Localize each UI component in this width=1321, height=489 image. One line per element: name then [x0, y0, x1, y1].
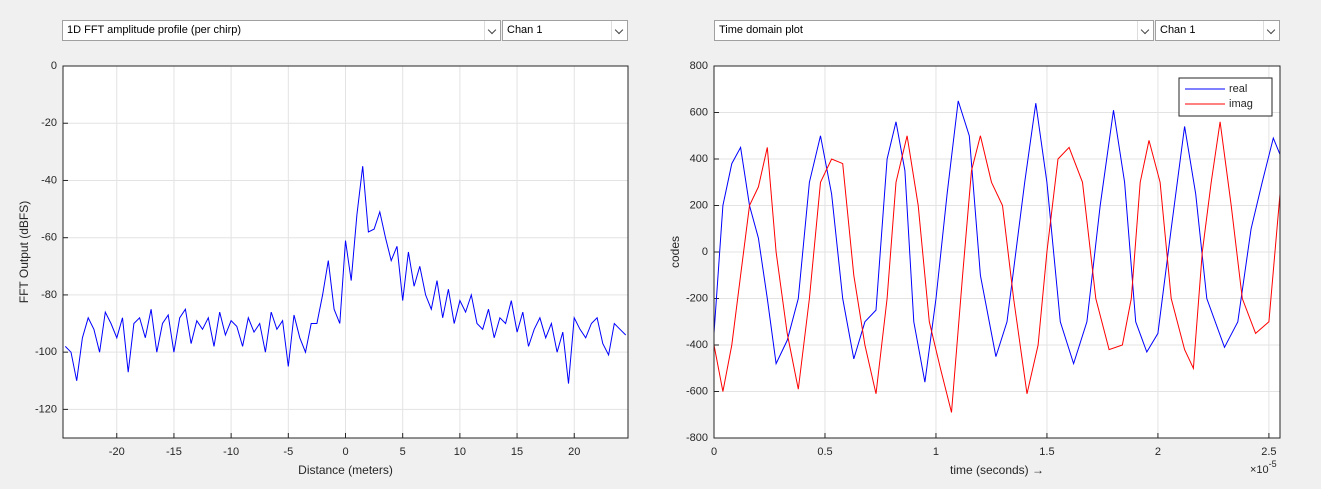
channel-dropdown[interactable]: Chan 1 — [1155, 20, 1280, 41]
dropdown-text: Chan 1 — [507, 24, 543, 36]
y-tick-label: -120 — [35, 403, 57, 415]
dropdown-text: Time domain plot — [719, 24, 803, 36]
dropdown-text: 1D FFT amplitude profile (per chirp) — [67, 24, 242, 36]
x-tick-label: 0 — [342, 446, 348, 458]
x-tick-label: 0.5 — [817, 446, 832, 458]
y-tick-label: 0 — [51, 60, 57, 72]
x-tick-label: -15 — [166, 446, 182, 458]
y-axis-label: codes — [668, 236, 682, 268]
y-tick-label: -80 — [41, 289, 57, 301]
dropdown-text: Chan 1 — [1160, 24, 1196, 36]
axes-box — [713, 65, 1281, 439]
legend-box — [1178, 77, 1273, 117]
y-tick-label: -40 — [41, 174, 57, 186]
x-tick-label: -20 — [109, 446, 125, 458]
legend-label: real — [1229, 83, 1247, 95]
plot-type-dropdown[interactable]: Time domain plot — [714, 20, 1154, 41]
x-axis-label: time (seconds) → — [950, 463, 1044, 477]
x-tick-label: 1 — [933, 446, 939, 458]
y-tick-label: -600 — [686, 385, 708, 397]
y-tick-label: -400 — [686, 339, 708, 351]
y-tick-label: -200 — [686, 292, 708, 304]
series-line — [713, 100, 1281, 383]
x-multiplier: ×10-5 — [1250, 459, 1277, 476]
series-line — [713, 121, 1281, 413]
y-tick-label: 0 — [702, 246, 708, 258]
channel-dropdown[interactable]: Chan 1 — [502, 20, 628, 41]
y-tick-label: 600 — [690, 106, 708, 118]
x-multiplier-exponent: -5 — [1269, 459, 1277, 469]
axes-box — [62, 65, 629, 439]
x-tick-label: 5 — [400, 446, 406, 458]
x-tick-label: 2 — [1155, 446, 1161, 458]
y-tick-label: 800 — [690, 60, 708, 72]
y-tick-label: -100 — [35, 346, 57, 358]
x-tick-label: -10 — [223, 446, 239, 458]
x-tick-label: 15 — [511, 446, 523, 458]
y-tick-label: 400 — [690, 153, 708, 165]
x-tick-label: 20 — [568, 446, 580, 458]
x-tick-label: 2.5 — [1261, 446, 1276, 458]
x-axis-label: Distance (meters) — [298, 463, 393, 477]
x-tick-label: -5 — [283, 446, 293, 458]
y-axis-label: FFT Output (dBFS) — [17, 201, 31, 303]
plot-type-dropdown[interactable]: 1D FFT amplitude profile (per chirp) — [62, 20, 501, 41]
x-tick-label: 1.5 — [1039, 446, 1054, 458]
y-tick-label: -800 — [686, 432, 708, 444]
y-tick-label: 200 — [690, 199, 708, 211]
series-line — [64, 166, 627, 384]
y-tick-label: -60 — [41, 232, 57, 244]
legend-label: imag — [1229, 98, 1253, 110]
y-tick-label: -20 — [41, 117, 57, 129]
x-multiplier-base: ×10 — [1250, 464, 1269, 476]
x-tick-label: 0 — [711, 446, 717, 458]
x-tick-label: 10 — [454, 446, 466, 458]
